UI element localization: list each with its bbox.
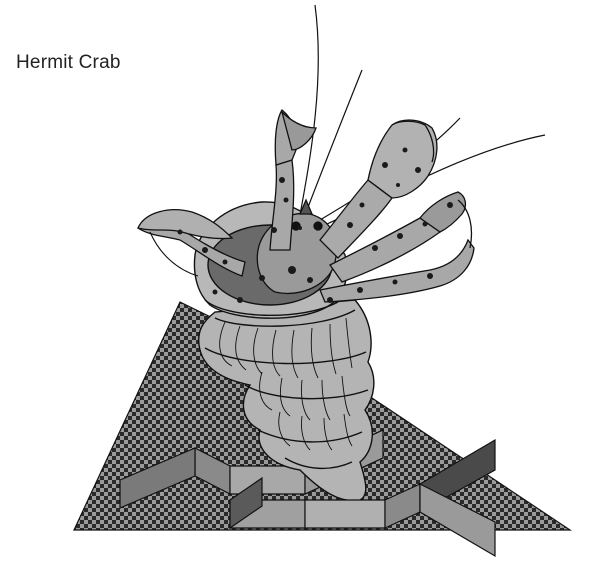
- stone-wall-front: [229, 438, 496, 558]
- crab-body: [137, 4, 546, 303]
- illustration-title: Hermit Crab: [16, 52, 121, 73]
- crab-spots: [177, 147, 453, 303]
